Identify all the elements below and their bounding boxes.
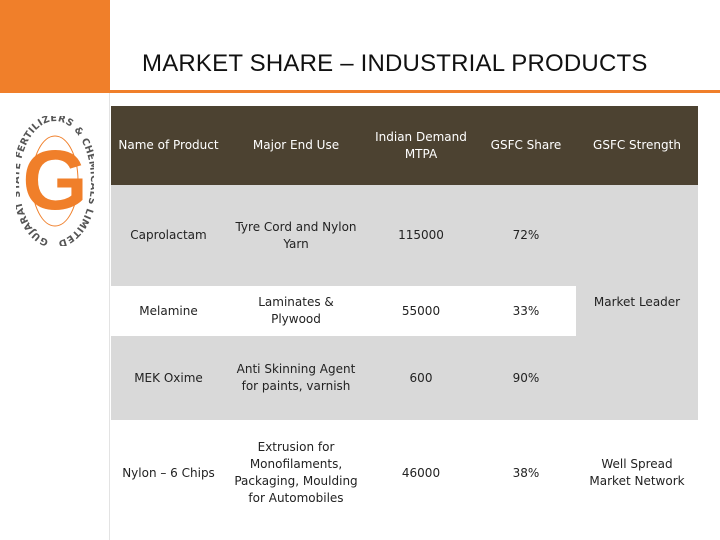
share-cell: 33% xyxy=(512,303,540,318)
end-use-cell: Extrusion for Monofilaments, Packaging, … xyxy=(234,440,358,505)
product-cell: MEK Oxime xyxy=(134,370,203,385)
table-row: Caprolactam Tyre Cord and Nylon Yarn 115… xyxy=(111,185,698,420)
product-cell: Nylon – 6 Chips xyxy=(122,465,215,480)
col-header-share: GSFC Share xyxy=(476,106,576,185)
share-cell: 38% xyxy=(512,465,540,480)
share-cell: 72% xyxy=(512,228,540,243)
table-header-row: Name of Product Major End Use Indian Dem… xyxy=(111,106,698,185)
orange-corner-bar xyxy=(0,0,110,93)
col-header-product: Name of Product xyxy=(111,106,226,185)
col-header-strength: GSFC Strength xyxy=(576,106,698,185)
strength-cell-market-leader: Market Leader xyxy=(576,185,698,420)
strength-cell-network: Well Spread Market Network xyxy=(589,457,685,488)
orange-header-rule xyxy=(110,90,720,93)
gsfc-logo: GUJARAT STATE FERTILIZERS & CHEMICALS LI… xyxy=(16,116,94,246)
product-cell: Caprolactam xyxy=(130,228,207,243)
share-cell: 90% xyxy=(512,370,540,385)
left-divider xyxy=(109,93,110,540)
demand-cell: 115000 xyxy=(398,228,444,243)
end-use-cell: Laminates & Plywood xyxy=(258,295,334,326)
product-cell: Melamine xyxy=(139,303,198,318)
slide-title: MARKET SHARE – INDUSTRIAL PRODUCTS xyxy=(142,50,648,77)
col-header-demand: Indian Demand MTPA xyxy=(366,106,476,185)
demand-cell: 46000 xyxy=(401,465,441,480)
market-share-table: Name of Product Major End Use Indian Dem… xyxy=(111,106,698,526)
demand-cell: 55000 xyxy=(401,303,441,318)
demand-cell: 600 xyxy=(409,370,433,385)
col-header-end-use: Major End Use xyxy=(226,106,366,185)
logo-letter: G xyxy=(22,133,87,227)
end-use-cell: Anti Skinning Agent for paints, varnish xyxy=(236,362,356,393)
table-row: Nylon – 6 Chips Extrusion for Monofilame… xyxy=(111,420,698,526)
end-use-cell: Tyre Cord and Nylon Yarn xyxy=(235,219,357,251)
